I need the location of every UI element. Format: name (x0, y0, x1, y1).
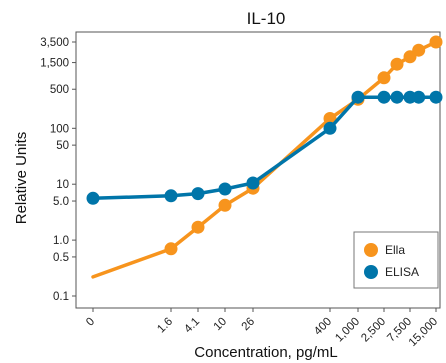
x-tick-label: 10 (212, 316, 230, 334)
y-tick-label: 10 (56, 179, 69, 191)
data-point-elisa (218, 182, 232, 196)
legend: Ella ELISA (353, 231, 439, 289)
y-axis-label: Relative Units (13, 132, 30, 225)
data-point-ella (390, 57, 404, 71)
series-elisa (86, 90, 443, 205)
data-point-elisa (351, 90, 365, 104)
data-point-ella (218, 198, 232, 212)
x-tick-label: 2,500 (359, 316, 388, 345)
data-point-elisa (412, 90, 426, 104)
y-tick-label: 1.0 (53, 235, 69, 247)
data-point-elisa (323, 121, 337, 135)
legend-label-ella: Ella (385, 243, 405, 257)
series-line-elisa (91, 95, 438, 201)
x-tick-label: 4.1 (182, 316, 202, 336)
x-tick-label: 1.6 (155, 316, 175, 336)
x-tick-label: 400 (312, 316, 334, 338)
legend-label-elisa: ELISA (385, 265, 419, 279)
y-tick-label: 0.5 (53, 252, 69, 264)
plot-area-frame (75, 31, 441, 309)
data-point-ella (191, 220, 205, 234)
data-point-elisa (191, 187, 205, 201)
x-axis-label: Concentration, pg/mL (194, 344, 337, 361)
y-tick-label: 50 (56, 140, 69, 152)
chart-title: IL-10 (247, 9, 286, 28)
data-point-elisa (164, 189, 178, 203)
data-point-ella (377, 71, 391, 85)
y-axis-ticks: 0.1 0.5 1.0 5.0 10 50 100 500 1,500 3,500 (40, 37, 76, 303)
y-tick-label: 500 (50, 84, 69, 96)
x-tick-label: 0 (84, 316, 97, 329)
y-tick-label: 100 (50, 123, 69, 135)
y-tick-label: 5.0 (53, 196, 69, 208)
series-layer (86, 35, 443, 279)
x-tick-label: 15,000 (407, 316, 440, 349)
data-point-ella (164, 242, 178, 256)
x-tick-label: 1,000 (333, 316, 362, 345)
data-point-ella (429, 35, 443, 49)
y-tick-label: 3,500 (40, 37, 69, 49)
legend-marker-elisa (364, 265, 378, 279)
y-tick-label: 0.1 (53, 291, 69, 303)
data-point-elisa (429, 90, 443, 104)
data-point-elisa (377, 90, 391, 104)
legend-box (353, 231, 439, 289)
legend-marker-ella (364, 243, 378, 257)
data-point-elisa (86, 191, 100, 205)
data-point-ella (412, 43, 426, 57)
data-point-ella (323, 112, 337, 125)
data-point-elisa (390, 90, 404, 104)
x-tick-label: 26 (240, 316, 258, 334)
y-tick-label: 1,500 (40, 58, 69, 70)
data-point-elisa (246, 176, 260, 190)
